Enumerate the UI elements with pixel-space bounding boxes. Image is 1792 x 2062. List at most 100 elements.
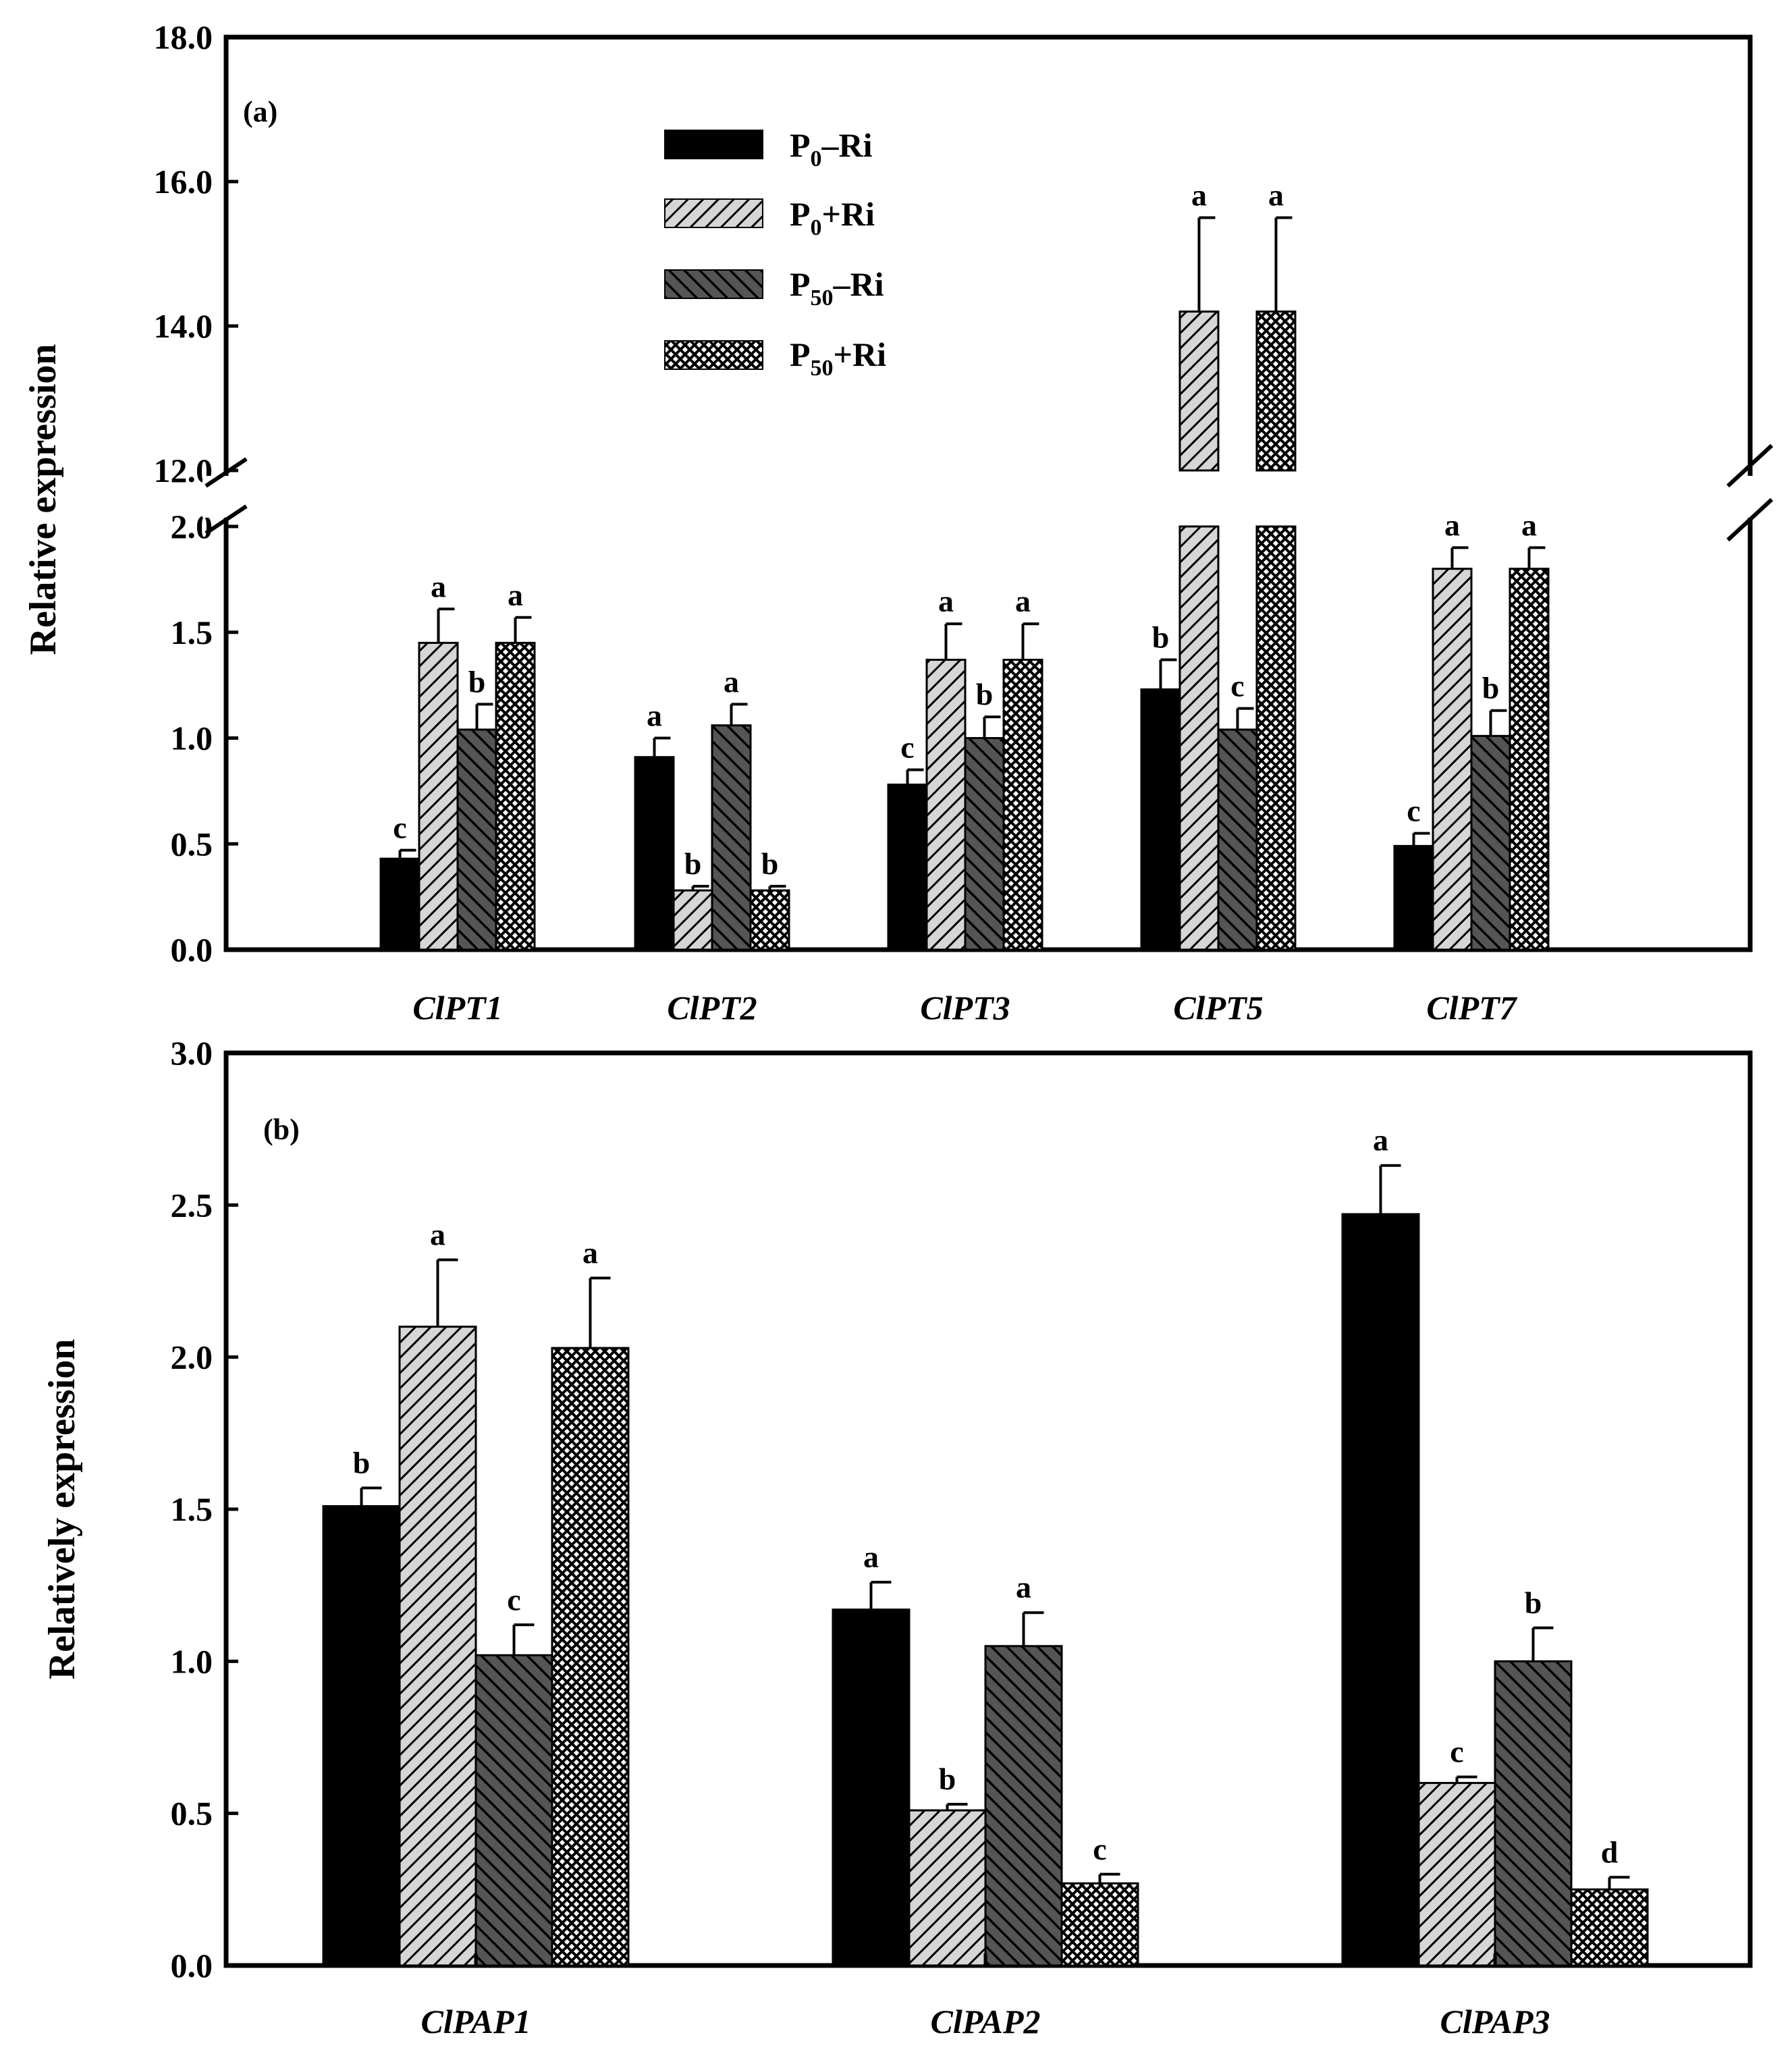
significance-letter: c: [507, 1582, 520, 1617]
bar-p0plusri-clpap2: [908, 1809, 987, 1967]
significance-letter: b: [1482, 671, 1500, 705]
bar-p0plusri-clpt5: [1178, 525, 1220, 951]
bar-p0plusri-clpt5-upper: [1178, 310, 1220, 472]
panel-a-label: (a): [243, 95, 277, 128]
bar-p50plusri-clpt2: [749, 889, 790, 951]
y-tick-label: 2.0: [171, 1338, 213, 1376]
significance-letter: a: [1191, 178, 1207, 213]
y-tick-label: 1.5: [171, 614, 213, 651]
panel-b: b a c a a b a c a c b d 0.0 0.5 1.0 1.5 2.0 2.5 3.0 ClPAP1…: [41, 1034, 1753, 2040]
x-category-label: ClPT7: [1426, 989, 1517, 1027]
y-tick-label: 0.5: [171, 825, 213, 863]
significance-letter: a: [863, 1540, 879, 1574]
x-category-label: ClPAP1: [421, 2003, 531, 2040]
y-tick-label: 1.5: [171, 1490, 213, 1528]
significance-letter: c: [1093, 1832, 1106, 1866]
bar-p50minusri-clpap2: [984, 1645, 1063, 1967]
significance-letter: a: [1444, 508, 1460, 542]
x-category-label: ClPAP3: [1440, 2003, 1550, 2040]
bar-p0minusri-clpap3: [1341, 1213, 1420, 1967]
significance-letter: b: [939, 1762, 956, 1796]
bar-p0plusri-clpt3: [925, 659, 967, 951]
y-tick-label: 3.0: [171, 1034, 213, 1072]
bar-p0minusri-clpt5: [1140, 688, 1181, 951]
bar-p0minusri-clpt1: [379, 857, 420, 951]
significance-letter: b: [976, 677, 994, 711]
legend: P0–Ri P0+Ri P50–Ri P50+Ri: [664, 126, 886, 381]
bar-p50minusri-clpt5: [1217, 728, 1258, 951]
significance-letter: b: [1152, 620, 1170, 655]
bar-p0plusri-clpt1: [418, 641, 459, 951]
significance-letter: c: [900, 730, 914, 765]
significance-letter: a: [1268, 178, 1284, 213]
significance-letter: a: [508, 578, 523, 612]
bar-p50plusri-clpt7: [1509, 568, 1550, 951]
significance-letter: a: [431, 569, 446, 603]
legend-label-p50-minus-ri: P50–Ri: [790, 265, 884, 310]
significance-letter: b: [468, 664, 486, 699]
significance-letter: a: [724, 664, 739, 699]
x-category-label: ClPT1: [412, 989, 502, 1027]
y-tick-label: 2.5: [171, 1186, 213, 1224]
bar-p0minusri-clpt3: [887, 783, 928, 951]
significance-letter: b: [1525, 1585, 1542, 1620]
bar-p50minusri-clpap3: [1494, 1660, 1573, 1967]
axis-break-mark: [202, 457, 253, 535]
legend-swatch-p0-plus-ri: [664, 198, 763, 228]
y-tick-label: 14.0: [154, 307, 213, 345]
panel-b-label: (b): [263, 1113, 300, 1146]
significance-letter: a: [647, 699, 662, 733]
legend-swatch-p0-minus-ri: [664, 130, 763, 159]
significance-letter: a: [430, 1217, 445, 1251]
y-axis-title-a: Relative expression: [22, 344, 64, 655]
bar-p50plusri-clpt5-upper: [1255, 310, 1297, 472]
legend-swatch-p50-plus-ri: [664, 340, 763, 370]
significance-letter: d: [1601, 1835, 1619, 1869]
bar-p0plusri-clpt7: [1432, 568, 1473, 951]
bar-p50plusri-clpap1: [551, 1347, 630, 1967]
bar-p50plusri-clpt5: [1255, 525, 1297, 951]
x-category-label: ClPT5: [1173, 989, 1263, 1027]
bar-p50minusri-clpap1: [474, 1654, 553, 1967]
bar-p50minusri-clpt7: [1470, 734, 1511, 951]
y-tick-label: 16.0: [154, 163, 213, 200]
significance-letter: a: [1521, 508, 1537, 542]
y-tick-label: 0.5: [171, 1795, 213, 1833]
y-tick-label: 0.0: [171, 931, 213, 969]
bar-p50minusri-clpt3: [964, 737, 1005, 951]
axis-break-mark: [1725, 443, 1775, 542]
bar-p50plusri-clpt3: [1002, 659, 1043, 951]
significance-letter: a: [582, 1235, 598, 1270]
bar-p50plusri-clpap2: [1060, 1882, 1139, 1967]
legend-label-p0-minus-ri: P0–Ri: [790, 126, 873, 171]
y-tick-label: 1.0: [171, 1642, 213, 1680]
x-category-label: ClPAP2: [931, 2003, 1041, 2040]
bar-p0plusri-clpap1: [398, 1326, 477, 1967]
bar-p50minusri-clpt1: [456, 728, 497, 951]
significance-letter: c: [1407, 794, 1420, 828]
bar-p0minusri-clpt2: [634, 756, 675, 951]
bar-p0minusri-clpap1: [322, 1504, 401, 1967]
bar-p50minusri-clpt2: [711, 724, 752, 951]
bar-p50plusri-clpap3: [1570, 1888, 1649, 1967]
bar-p0plusri-clpap3: [1417, 1782, 1496, 1967]
significance-letter: a: [1015, 584, 1031, 618]
y-tick-label: 0.0: [171, 1947, 213, 1984]
significance-letter: a: [938, 584, 954, 618]
x-category-label: ClPT3: [920, 989, 1010, 1027]
x-category-label: ClPT2: [667, 989, 757, 1027]
bar-p0minusri-clpt7: [1393, 844, 1434, 951]
significance-letter: c: [1230, 669, 1244, 703]
significance-letter: b: [684, 846, 702, 881]
legend-swatch-p50-minus-ri: [664, 269, 763, 299]
significance-letter: a: [1373, 1123, 1388, 1158]
legend-label-p0-plus-ri: P0+Ri: [790, 195, 875, 240]
y-axis-title-b: Relatively expression: [41, 1339, 83, 1679]
bar-p50plusri-clpt1: [495, 641, 536, 951]
significance-letter: b: [353, 1445, 371, 1480]
legend-label-p50-plus-ri: P50+Ri: [790, 335, 886, 381]
significance-letter: c: [1450, 1735, 1463, 1769]
bar-p0plusri-clpt2: [672, 889, 713, 951]
